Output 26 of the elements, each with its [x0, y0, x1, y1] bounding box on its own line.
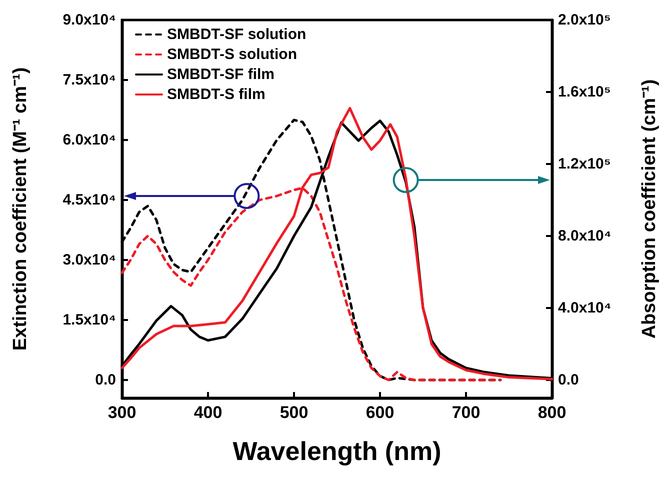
x-tick-label: 600: [366, 403, 394, 422]
y-tick-label: 4.5x10⁴: [62, 192, 116, 208]
y2-tick-label: 1.2x10⁵: [558, 156, 611, 172]
y-tick-label: 1.5x10⁴: [62, 312, 116, 328]
y-tick-label: 9.0x10⁴: [62, 12, 116, 28]
y2-tick-label: 2.0x10⁵: [558, 12, 611, 28]
y2-axis-title: Absorption coefficient (cm⁻¹): [639, 79, 660, 339]
legend-label: SMBDT-S solution: [167, 46, 297, 63]
x-tick-label: 400: [194, 403, 222, 422]
x-tick-label: 300: [108, 403, 136, 422]
y2-tick-label: 4.0x10⁴: [558, 300, 612, 316]
x-tick-label: 800: [538, 403, 566, 422]
y-tick-label: 7.5x10⁴: [62, 72, 116, 88]
x-tick-label: 700: [452, 403, 480, 422]
legend-label: SMBDT-SF solution: [167, 26, 306, 43]
y-tick-label: 6.0x10⁴: [62, 132, 116, 148]
legend-label: SMBDT-S film: [167, 86, 266, 103]
y2-tick-label: 0.0: [558, 372, 579, 388]
y2-tick-label: 1.6x10⁵: [558, 84, 611, 100]
y-axis-title: Extinction coefficient (M⁻¹ cm⁻¹): [10, 67, 31, 351]
y-tick-label: 0.0: [95, 372, 116, 388]
x-tick-label: 500: [280, 403, 308, 422]
x-axis-title: Wavelength (nm): [232, 436, 442, 466]
y-tick-label: 3.0x10⁴: [62, 252, 116, 268]
y2-tick-label: 8.0x10⁴: [558, 228, 612, 244]
legend-label: SMBDT-SF film: [167, 66, 274, 83]
